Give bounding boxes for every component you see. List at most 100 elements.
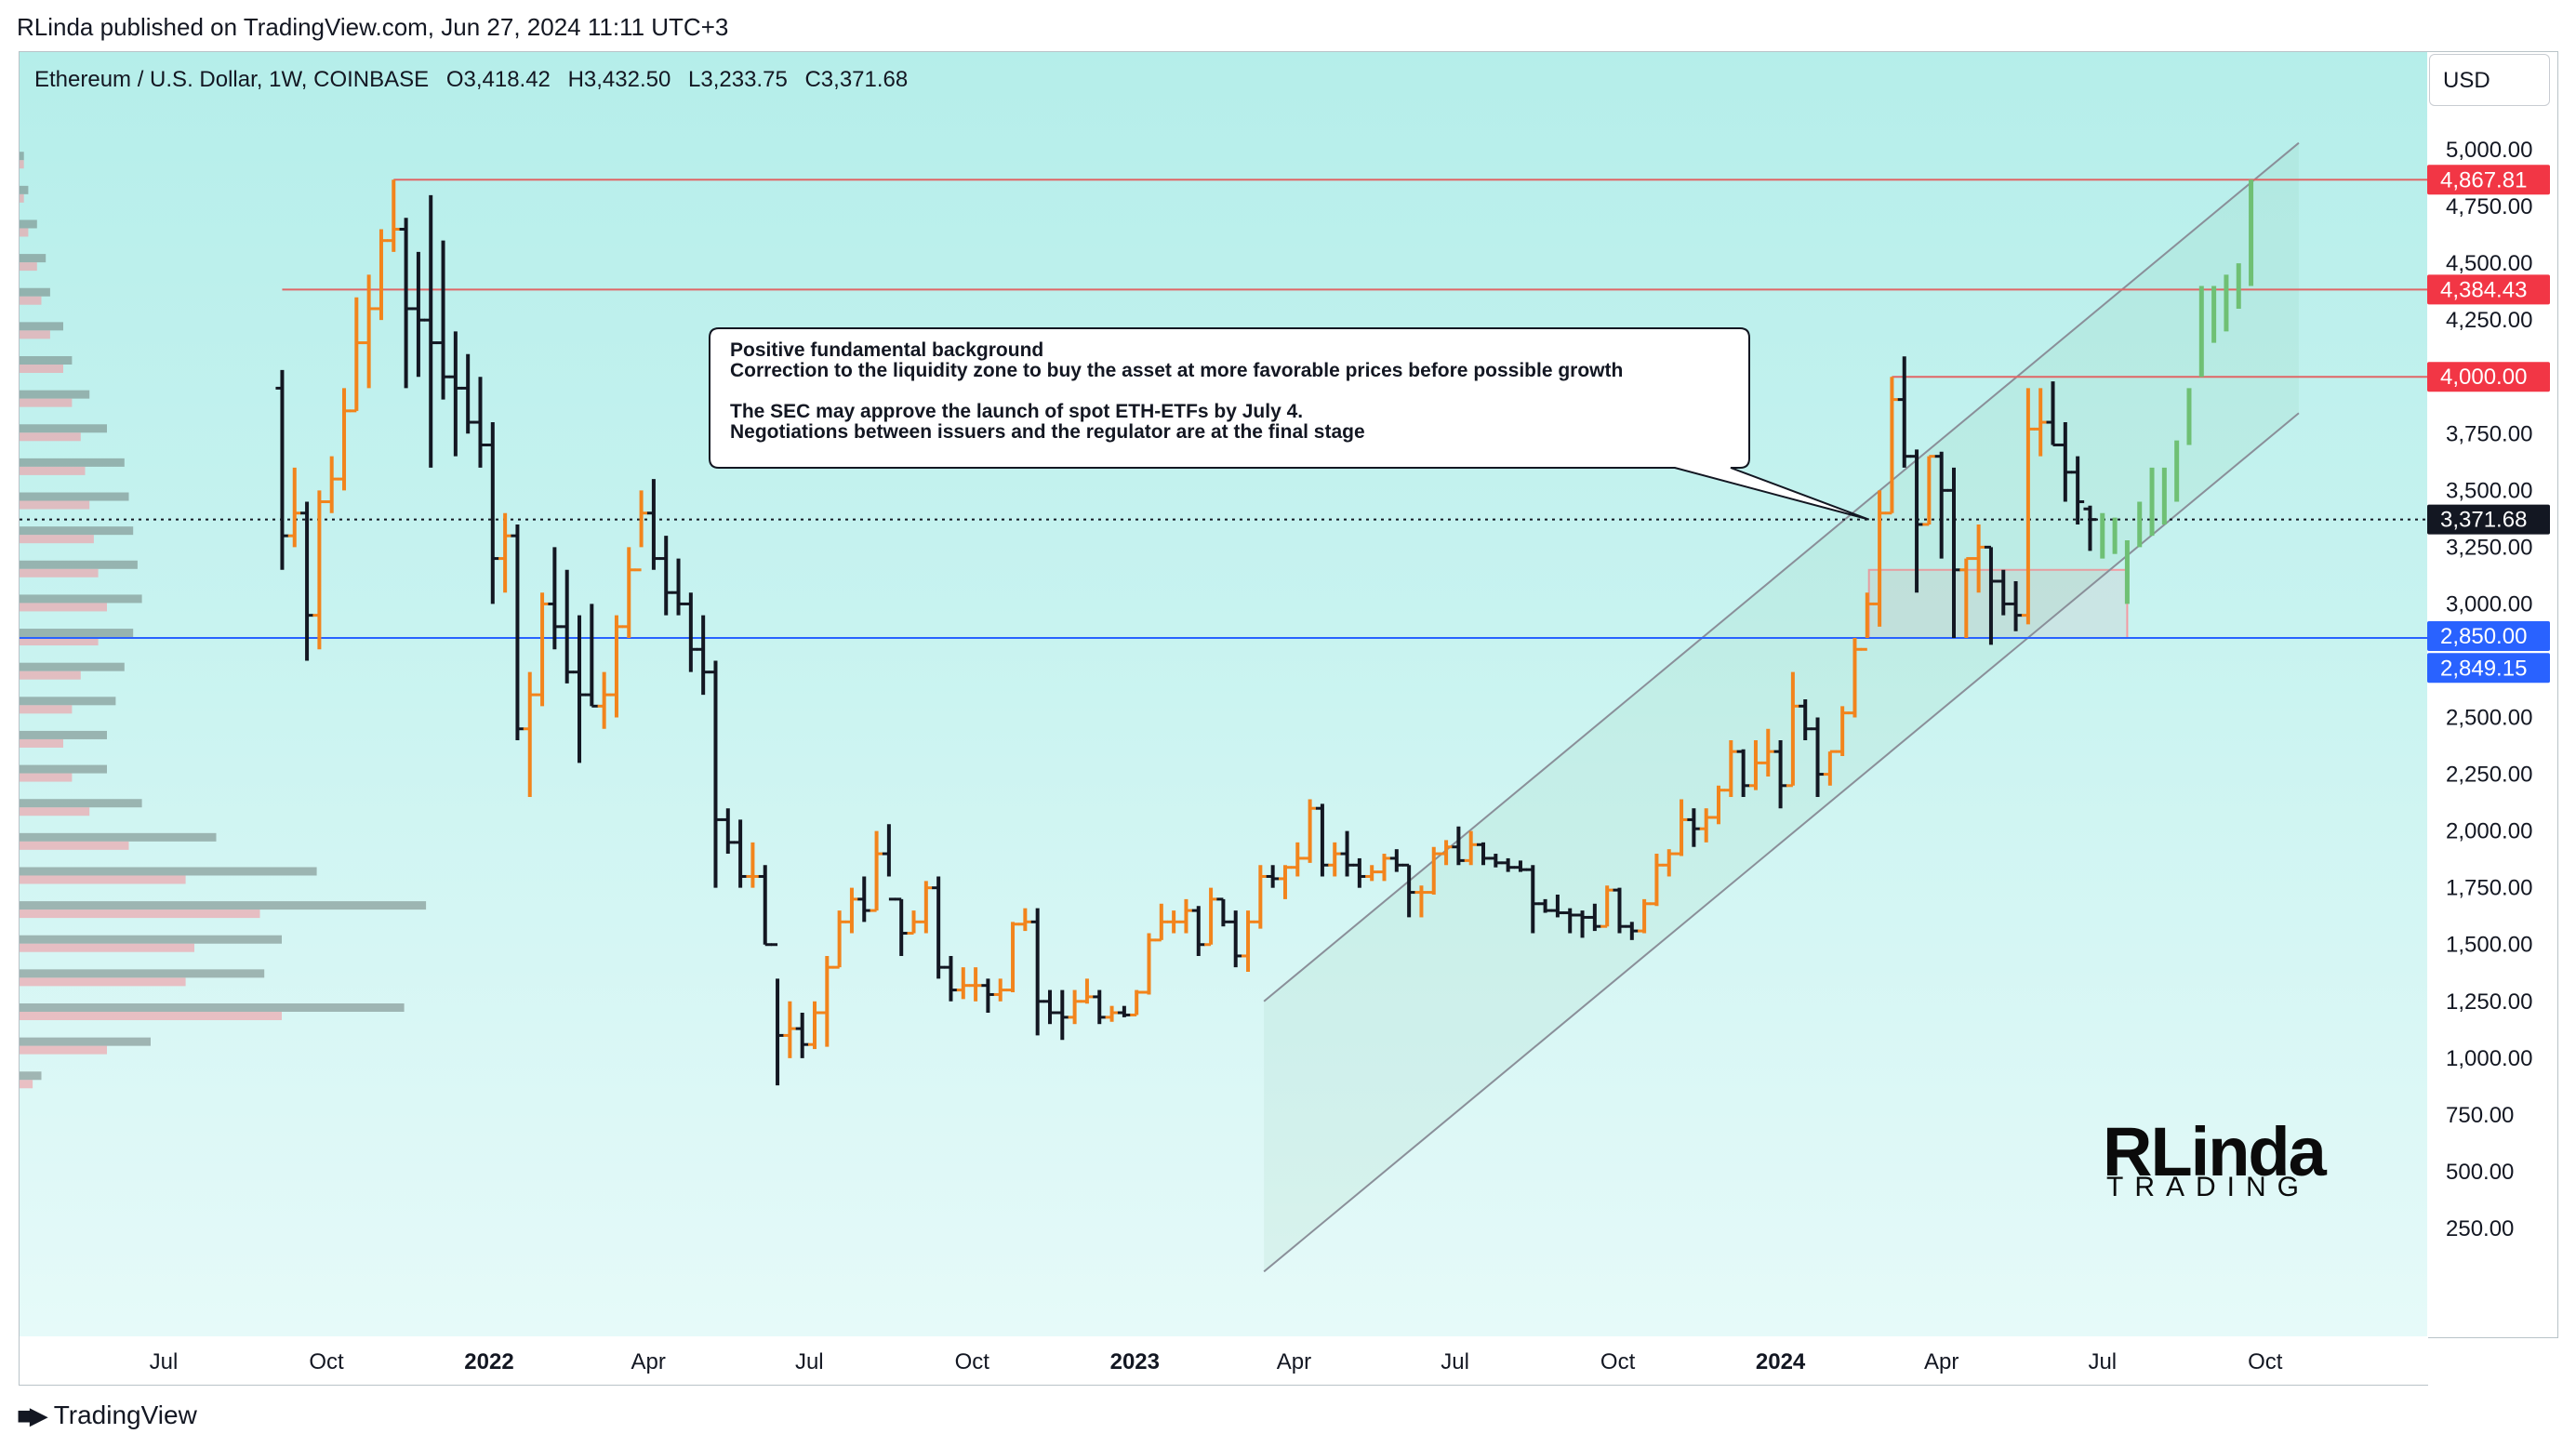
x-tick-label: Oct [955,1349,990,1374]
ohlc-bar [2021,388,2035,625]
ohlc-bar [671,558,685,616]
currency-selector[interactable]: USD [2429,54,2550,106]
price-tag: 4,384.43 [2427,274,2550,305]
x-tick-label: Apr [631,1349,666,1374]
volume-profile-bar [20,466,86,475]
volume-profile-bar [20,398,73,407]
y-tick-label: 3,750.00 [2446,421,2532,446]
ohlc-bar [1613,887,1627,934]
volume-profile-bar [20,535,94,544]
ohlc-bar [795,1013,809,1058]
ohlc-bar [895,897,909,956]
ohlc-bar [1489,854,1503,868]
x-tick-label: 2023 [1110,1349,1160,1374]
price-axis[interactable]: 250.00 500.00 750.00 1,000.00 1,250.00 1,500.… [2427,51,2558,1338]
ohlc-bar [2009,581,2023,631]
y-tick-label: 750.00 [2446,1103,2514,1128]
ohlc-bar [1600,885,1614,928]
volume-profile [20,152,427,1089]
volume-profile-bar [20,730,107,739]
volume-profile-bar [20,390,90,399]
volume-profile-bar [20,1045,107,1055]
ohlc-bar [1352,857,1366,888]
volume-profile-bar [20,662,125,671]
ohlc-bar [585,604,599,708]
ohlc-bar [646,479,660,570]
ohlc-bar [511,524,524,740]
ohlc-bar [1228,910,1242,968]
volume-profile-bar [20,969,265,978]
ohlc-bar [1997,569,2011,616]
price-axis-svg[interactable]: 250.00 500.00 750.00 1,000.00 1,250.00 1,500.… [2427,52,2557,1337]
ohlc-bar [1315,803,1329,877]
ohlc-bar [362,274,376,389]
time-axis-svg[interactable]: Jul Oct 2022 Apr Jul Oct 2023 Apr Jul Oct 2024 Apr J… [20,1336,2428,1385]
ohlc-bar [1242,910,1255,973]
ohlc-bar [436,240,450,400]
ohlc-bar [1860,592,1874,651]
brand-watermark: RLinda TRADING [2103,1112,2344,1205]
price-tag-label: 3,371.68 [2440,508,2527,533]
ohlc-bar [1934,451,1948,559]
annotation-line: The SEC may approve the launch of spot E… [730,401,1303,422]
ohlc-bar [350,297,364,413]
volume-profile-bar [20,526,134,536]
ohlc-bar [993,978,1007,1002]
channel-upper-line [1263,141,2300,1002]
ohlc-bar [771,943,785,1086]
ohlc-bar [1105,1005,1119,1022]
ohlc-bar [907,910,921,936]
ohlc-bar [659,536,673,616]
x-tick-label: Jul [150,1349,179,1374]
volume-profile-bar [20,365,63,373]
ohlc-bar [1662,849,1676,877]
x-tick-label: Oct [2248,1349,2283,1374]
volume-profile-bar [20,841,129,850]
y-tick-label: 2,000.00 [2446,819,2532,844]
legend-low: L3,233.75 [688,67,788,92]
ohlc-bar [411,251,425,378]
ohlc-bar [1526,865,1540,934]
chart-plot-area[interactable]: Positive fundamental background Correctio… [19,51,2429,1338]
ohlc-bar [1427,846,1441,896]
volume-profile-bar [20,424,107,433]
ohlc-bar [1538,898,1552,913]
legend-close: C3,371.68 [804,67,909,92]
ohlc-bar [721,808,735,855]
ohlc-bar [1389,849,1403,872]
ohlc-bar [536,592,550,707]
ohlc-bar [609,615,623,718]
volume-profile-bar [20,738,63,748]
ohlc-bar [1402,863,1416,918]
ohlc-bar [374,229,388,321]
volume-profile-bar [20,254,46,263]
volume-profile-bar [20,832,217,842]
legend-high: H3,432.50 [567,67,671,92]
ohlc-bar [424,194,438,468]
ohlc-bar [734,819,748,888]
volume-profile-bar [20,322,63,331]
ohlc-bar [1056,989,1069,1041]
ohlc-bar [548,547,562,650]
ohlc-bar [1340,830,1354,877]
y-tick-label: 3,000.00 [2446,591,2532,617]
ohlc-bar [1897,356,1911,468]
ohlc-bar [1550,895,1564,918]
ohlc-bar [1154,903,1168,942]
ohlc-bar [1922,455,1936,526]
tradingview-footer[interactable]: ■▶ TradingView [17,1401,197,1430]
ohlc-bar [1873,490,1887,627]
ohlc-bars [275,179,2097,1086]
annotation-line: Correction to the liquidity zone to buy … [730,360,1623,381]
ohlc-bar [2058,422,2072,502]
ohlc-bar [1799,698,1812,740]
ohlc-bar [1984,545,1998,645]
time-axis[interactable]: Jul Oct 2022 Apr Jul Oct 2023 Apr Jul Oct 2024 Apr J… [19,1336,2428,1386]
x-tick-label: Jul [2088,1349,2117,1374]
ohlc-bar [1303,799,1317,863]
price-chart-svg[interactable]: Positive fundamental backgroundCorrectio… [20,52,2428,1337]
ohlc-bar [1650,854,1664,907]
ohlc-bar [2083,505,2097,551]
volume-profile-bar [20,287,50,297]
volume-profile-bar [20,330,50,339]
